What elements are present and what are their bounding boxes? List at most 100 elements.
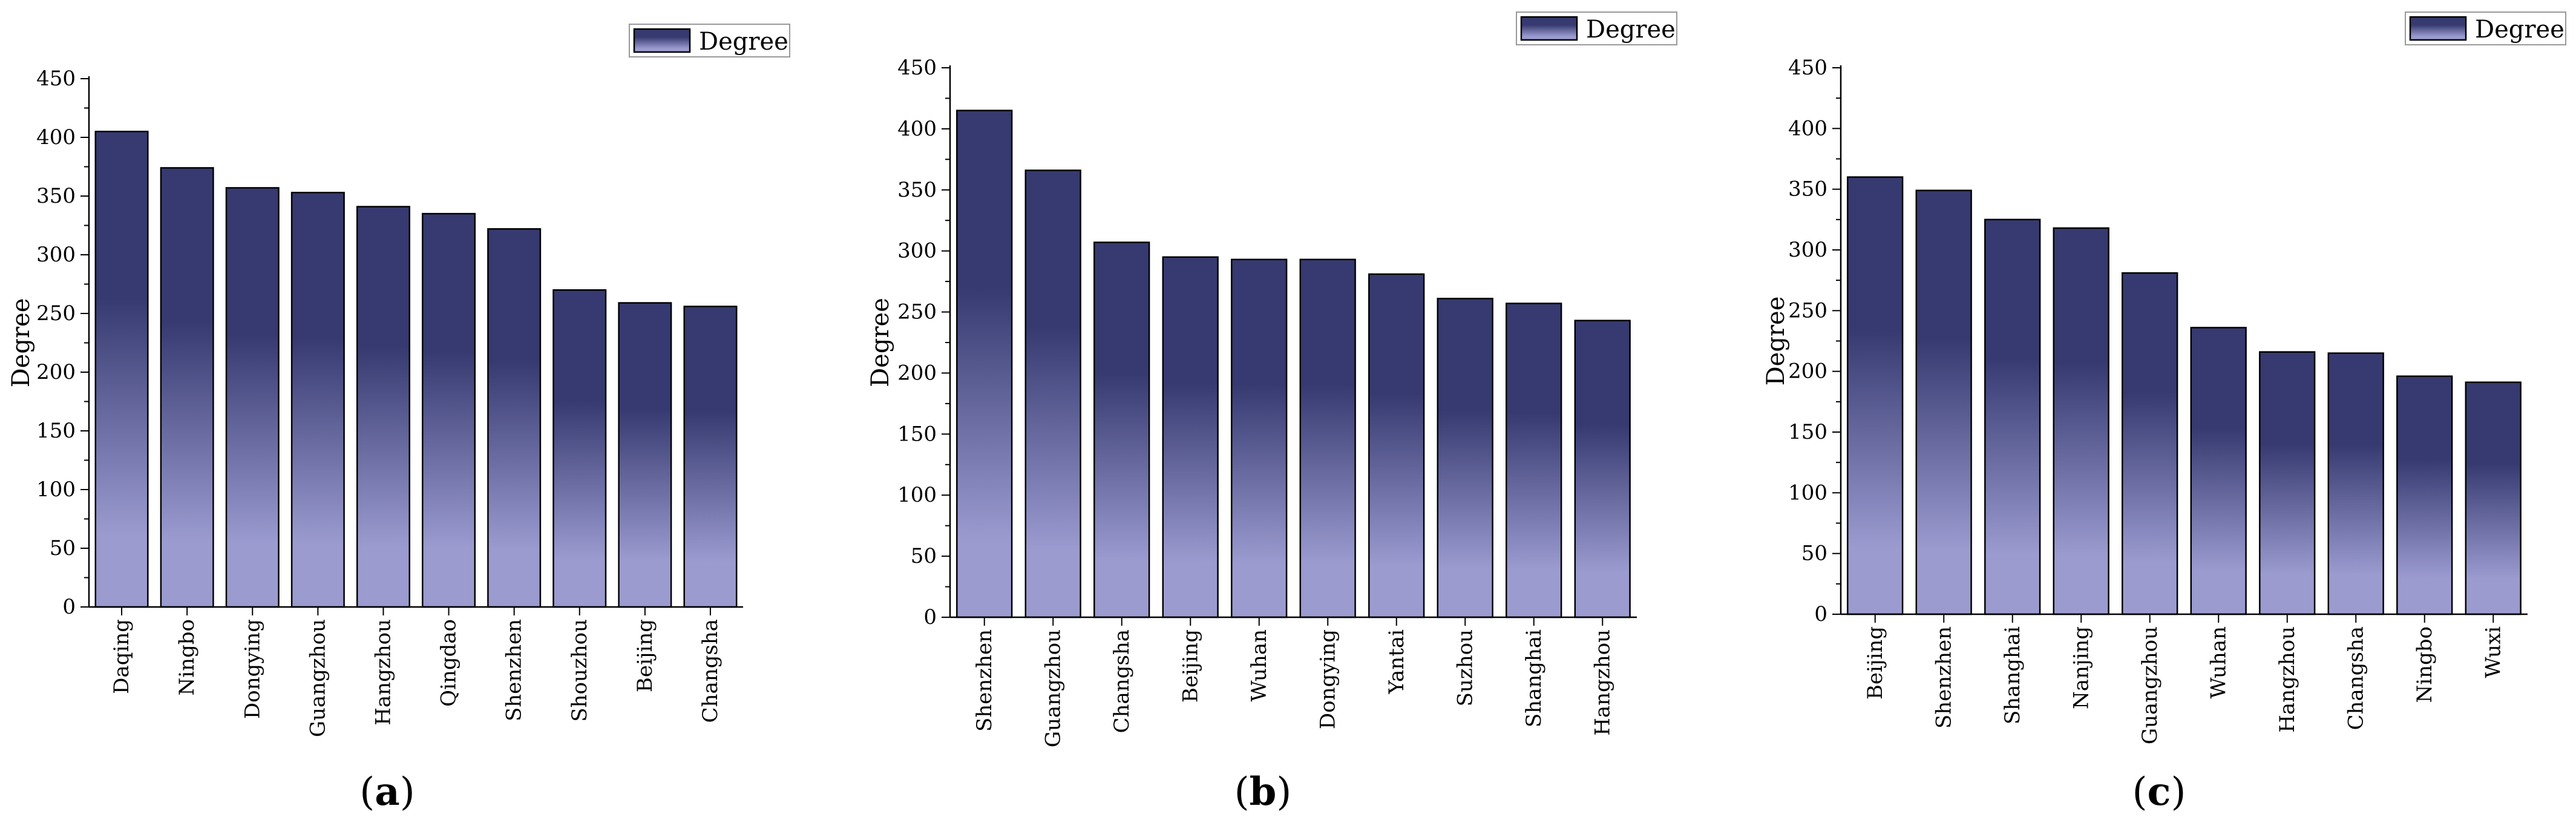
bar-hangzhou: [356, 206, 410, 608]
x-tick-label: Qingdao: [437, 619, 461, 707]
x-tick-label: Suzhou: [1453, 629, 1477, 706]
legend-swatch: [2409, 16, 2467, 41]
bar-nanjing: [2053, 227, 2109, 615]
panel-label-open-paren: (: [359, 770, 375, 815]
x-tick-label: Hangzhou: [371, 619, 395, 726]
y-tick-label: 400: [897, 117, 937, 141]
bar-guangzhou: [290, 191, 345, 608]
x-tick-label: Shouzhou: [568, 619, 592, 722]
legend-swatch: [633, 28, 691, 53]
x-tick-label: Beijing: [1863, 626, 1887, 700]
y-tick-label: 100: [897, 483, 937, 507]
x-tick-label: Shanghai: [2001, 626, 2025, 724]
x-tick-label: Shanghai: [1522, 629, 1546, 727]
x-tick-label: Nanjing: [2069, 626, 2093, 709]
panel-label-letter: b: [1250, 769, 1277, 815]
y-tick-label: 0: [62, 595, 76, 619]
x-tick-label: Shenzhen: [1932, 626, 1956, 729]
bar-suzhou: [1437, 298, 1493, 618]
y-tick-label: 50: [911, 544, 937, 568]
bar-wuhan: [2190, 327, 2247, 615]
x-tick-label: Wuxi: [2481, 626, 2505, 678]
bar-shanghai: [1984, 218, 2041, 615]
x-tick-label: Changsha: [2344, 626, 2368, 730]
bar-wuhan: [1231, 258, 1288, 618]
y-tick-label: 400: [36, 125, 76, 149]
bar-changsha: [683, 306, 738, 608]
y-tick-label: 300: [897, 239, 937, 263]
x-tick-label: Shenzhen: [972, 629, 997, 732]
y-tick-label: 200: [1788, 359, 1827, 384]
bar-beijing: [1162, 256, 1219, 618]
y-axis-title: Degree: [7, 298, 35, 388]
bar-changsha: [2327, 352, 2384, 615]
y-tick-label: 150: [36, 419, 76, 443]
y-tick-label: 250: [1788, 298, 1827, 323]
y-tick-label: 200: [897, 361, 937, 385]
bar-daqing: [94, 131, 149, 608]
bar-yantai: [1368, 273, 1425, 618]
y-axis-title: Degree: [867, 298, 894, 387]
x-tick-label: Hangzhou: [2275, 626, 2299, 733]
bar-guangzhou: [2122, 272, 2178, 615]
y-tick-label: 50: [50, 536, 76, 560]
y-tick-label: 350: [897, 178, 937, 202]
x-tick-label: Dongying: [240, 619, 264, 719]
bar-ningbo: [2396, 375, 2453, 615]
bar-beijing: [1847, 176, 1904, 615]
bar-dongying: [1299, 258, 1356, 618]
y-tick-label: 150: [897, 422, 937, 446]
y-tick-label: 450: [897, 56, 937, 80]
panel-label-open-paren: (: [2132, 770, 2148, 815]
legend: Degree: [629, 24, 790, 57]
chart-panels: Daqing Ningbo Dongying Guangzhou Hangzhou Qin…: [7, 11, 2566, 815]
y-tick-label: 350: [36, 184, 76, 208]
panel-label-close-paren: ): [400, 770, 415, 815]
x-tick-label: Hangzhou: [1590, 629, 1614, 736]
panel-label-close-paren: ): [2171, 770, 2186, 815]
x-tick-label: Guangzhou: [1041, 629, 1065, 747]
y-tick-label: 150: [1788, 420, 1827, 444]
y-tick-label: 450: [1788, 56, 1827, 80]
x-tick-label: Changsha: [1110, 629, 1134, 733]
panel-label: (c): [2132, 769, 2186, 815]
bar-shouzhou: [552, 289, 607, 608]
legend: Degree: [2405, 11, 2566, 45]
y-tick-label: 0: [1814, 602, 1827, 626]
legend-swatch: [1520, 16, 1578, 41]
x-tick-label: Beijing: [1178, 629, 1202, 703]
x-tick-label: Dongying: [1316, 629, 1340, 729]
x-tick-label: Ningbo: [2413, 626, 2437, 703]
x-tick-label: Guangzhou: [306, 619, 330, 737]
bar-changsha: [1093, 241, 1150, 618]
panel-label: (a): [359, 769, 415, 815]
x-tick-label: Shenzhen: [502, 619, 526, 721]
bar-beijing: [618, 302, 672, 608]
y-tick-label: 0: [923, 605, 937, 629]
y-tick-label: 300: [36, 243, 76, 267]
legend-label: Degree: [1586, 16, 1676, 44]
x-tick-label: Guangzhou: [2138, 626, 2162, 744]
bar-hangzhou: [2259, 351, 2316, 615]
panel-label-letter: a: [375, 769, 399, 815]
x-tick-label: Yantai: [1385, 629, 1409, 695]
panel-label: (b): [1234, 769, 1292, 815]
bar-dongying: [225, 187, 280, 608]
legend-label: Degree: [2475, 16, 2565, 44]
chart-panel-c: Beijing Shenzhen Shanghai Nanjing Guangzhou W…: [1762, 11, 2566, 815]
bar-shanghai: [1506, 303, 1562, 618]
bar-ningbo: [160, 167, 214, 608]
legend: Degree: [1516, 11, 1677, 45]
chart-panel-a: Daqing Ningbo Dongying Guangzhou Hangzhou Qin…: [7, 24, 790, 815]
y-tick-label: 350: [1788, 177, 1827, 202]
bar-guangzhou: [1024, 169, 1081, 618]
bar-shenzhen: [956, 110, 1013, 618]
panel-label-close-paren: ): [1276, 770, 1291, 815]
y-tick-label: 100: [36, 477, 76, 502]
bar-hangzhou: [1574, 320, 1631, 618]
x-tick-label: Changsha: [698, 619, 723, 723]
x-tick-label: Wuhan: [1247, 629, 1271, 702]
bar-shenzhen: [487, 228, 542, 608]
x-tick-label: Ningbo: [175, 619, 199, 696]
